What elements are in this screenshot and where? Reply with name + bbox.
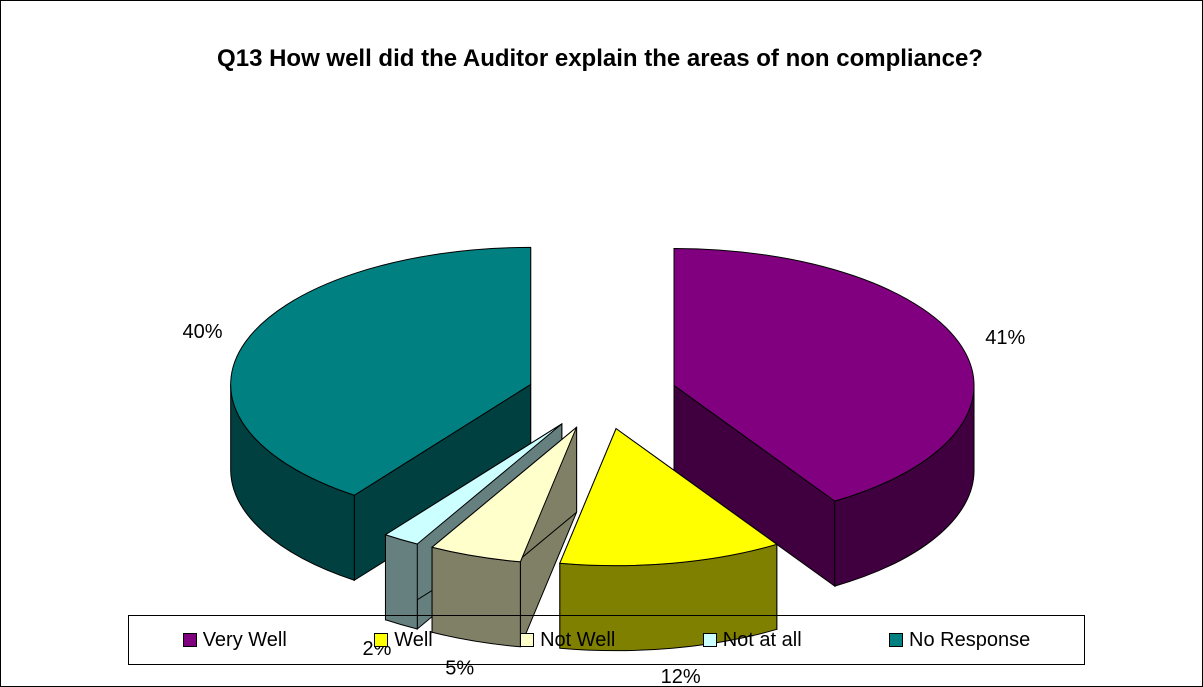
data-label: 40% xyxy=(183,321,223,343)
legend-label: Not at all xyxy=(722,628,802,651)
slice xyxy=(384,423,563,545)
legend-label: Not Well xyxy=(540,628,616,651)
slice xyxy=(230,246,532,496)
legend-label: Well xyxy=(394,628,433,651)
chart-title: Q13 How well did the Auditor explain the… xyxy=(217,45,983,72)
legend-swatch xyxy=(374,633,389,647)
data-label: 12% xyxy=(661,666,701,687)
legend: Very Well Well Not Well Not at all No Respon… xyxy=(128,615,1085,665)
slice xyxy=(430,426,578,563)
legend-entry: Not Well xyxy=(520,629,615,652)
legend-swatch xyxy=(182,633,197,647)
data-label: 5% xyxy=(445,658,474,680)
slice xyxy=(673,247,975,502)
data-label: 41% xyxy=(985,327,1025,349)
legend-entry: No Response xyxy=(889,629,1030,652)
legend-label: No Response xyxy=(909,628,1031,651)
slice xyxy=(559,427,778,567)
legend-label: Very Well xyxy=(202,628,287,651)
legend-swatch xyxy=(520,633,535,647)
legend-swatch xyxy=(889,633,904,647)
legend-swatch xyxy=(702,633,717,647)
legend-entry: Very Well xyxy=(182,628,287,652)
legend-entry: Not at all xyxy=(702,628,802,652)
legend-entry: Well xyxy=(374,629,433,652)
